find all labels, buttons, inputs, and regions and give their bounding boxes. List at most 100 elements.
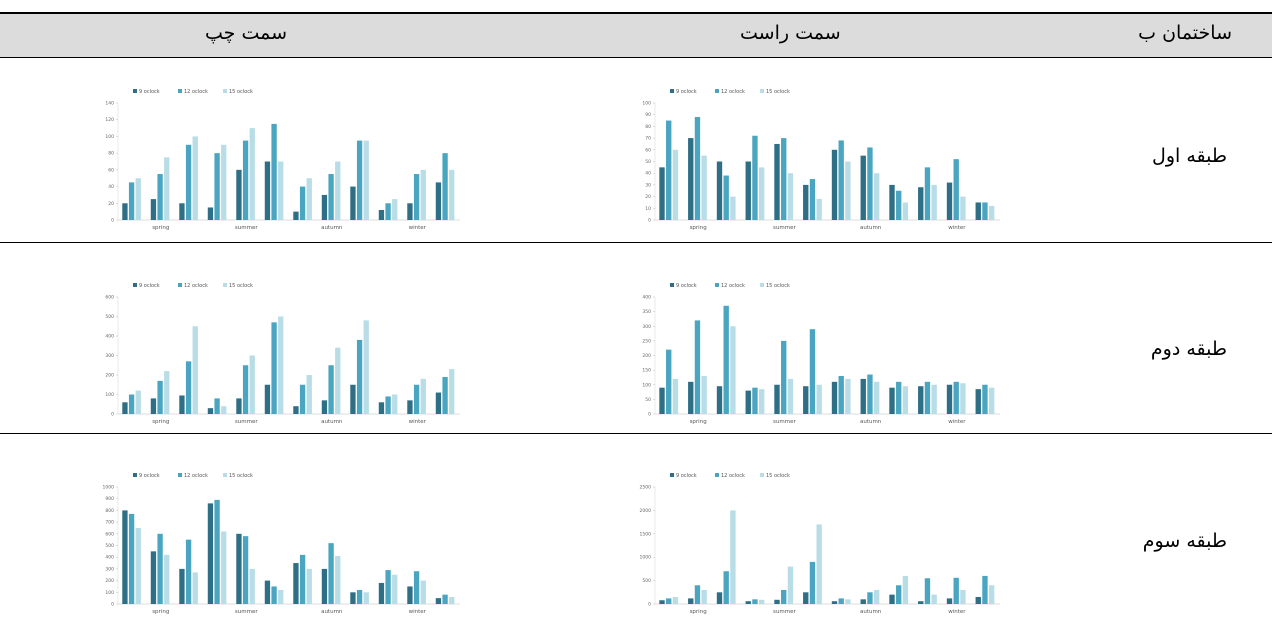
bar — [946, 598, 953, 604]
bar — [299, 384, 306, 414]
legend-swatch — [760, 89, 764, 93]
bar — [758, 389, 765, 414]
bar — [150, 199, 157, 220]
bar — [902, 386, 909, 414]
bar — [293, 563, 299, 604]
x-tick-label: spring — [152, 225, 169, 231]
bar — [164, 554, 170, 604]
bar — [803, 386, 809, 414]
legend-swatch — [178, 283, 182, 287]
bar — [716, 161, 723, 220]
bar — [774, 143, 780, 220]
bar — [135, 178, 141, 220]
bar — [236, 533, 242, 604]
legend-label: 9 oclock — [676, 89, 697, 95]
y-tick-label: 100 — [642, 101, 651, 107]
y-tick-label: 140 — [105, 101, 114, 107]
bar — [896, 381, 902, 414]
bar — [867, 592, 873, 604]
bar — [179, 568, 185, 604]
bar — [758, 167, 765, 220]
bar — [873, 173, 880, 220]
bar — [442, 153, 448, 220]
bar — [363, 140, 369, 220]
legend-swatch — [670, 283, 674, 287]
bar — [185, 144, 192, 220]
bar — [723, 571, 729, 604]
legend-label: 12 oclock — [721, 473, 745, 479]
bar — [781, 138, 787, 220]
bar — [363, 320, 369, 414]
bar — [356, 140, 363, 220]
bar — [242, 140, 249, 220]
bar — [207, 207, 214, 220]
y-tick-label: 300 — [105, 353, 114, 359]
bar — [278, 316, 284, 414]
bar — [809, 179, 816, 220]
legend-label: 9 oclock — [139, 283, 160, 289]
legend-swatch — [223, 283, 227, 287]
legend-swatch — [133, 473, 137, 477]
x-tick-label: winter — [409, 609, 427, 615]
bar — [960, 196, 966, 220]
y-tick-label: 900 — [105, 496, 114, 502]
legend-label: 12 oclock — [184, 283, 208, 289]
bar — [918, 187, 924, 220]
bar — [385, 570, 391, 604]
legend-swatch — [223, 89, 227, 93]
bar — [214, 153, 220, 220]
bar — [745, 161, 751, 220]
y-tick-label: 40 — [645, 171, 651, 177]
bar — [659, 167, 665, 220]
bar — [321, 568, 328, 604]
bar — [787, 566, 794, 604]
bar — [845, 378, 851, 414]
bar — [293, 211, 299, 220]
bar — [207, 408, 214, 414]
bar — [192, 136, 198, 220]
x-tick-label: summer — [773, 609, 796, 615]
y-tick-label: 1500 — [640, 531, 652, 537]
bar — [931, 594, 937, 604]
bar — [946, 384, 953, 414]
legend-swatch — [670, 473, 674, 477]
bar — [264, 161, 271, 220]
legend-swatch — [178, 89, 182, 93]
bar — [378, 582, 385, 604]
bar — [918, 601, 924, 604]
x-tick-label: winter — [409, 225, 427, 231]
bar — [157, 533, 163, 604]
bar — [299, 554, 306, 604]
x-tick-label: summer — [235, 225, 258, 231]
bar — [730, 510, 736, 604]
y-tick-label: 70 — [645, 136, 651, 142]
bar — [896, 585, 902, 604]
bar — [745, 601, 751, 604]
bar — [420, 169, 426, 220]
bar — [350, 186, 356, 220]
bar — [918, 386, 924, 414]
bar — [816, 198, 822, 220]
legend-swatch — [715, 283, 719, 287]
y-tick-label: 250 — [642, 338, 651, 344]
x-tick-label: summer — [235, 419, 258, 425]
bar — [128, 513, 135, 604]
bar — [335, 161, 341, 220]
bar — [924, 578, 931, 604]
bar — [192, 572, 198, 604]
bar — [392, 199, 398, 220]
bar — [975, 596, 981, 604]
y-tick-label: 50 — [645, 397, 651, 403]
bar — [831, 381, 838, 414]
bar — [730, 196, 736, 220]
y-tick-label: 700 — [105, 520, 114, 526]
legend-swatch — [760, 473, 764, 477]
bar — [179, 203, 185, 220]
bar — [873, 381, 880, 414]
row-divider — [0, 242, 1272, 243]
bar — [306, 178, 312, 220]
y-tick-label: 300 — [642, 324, 651, 330]
bar — [214, 499, 220, 604]
legend-label: 9 oclock — [676, 473, 697, 479]
bar — [838, 375, 844, 414]
